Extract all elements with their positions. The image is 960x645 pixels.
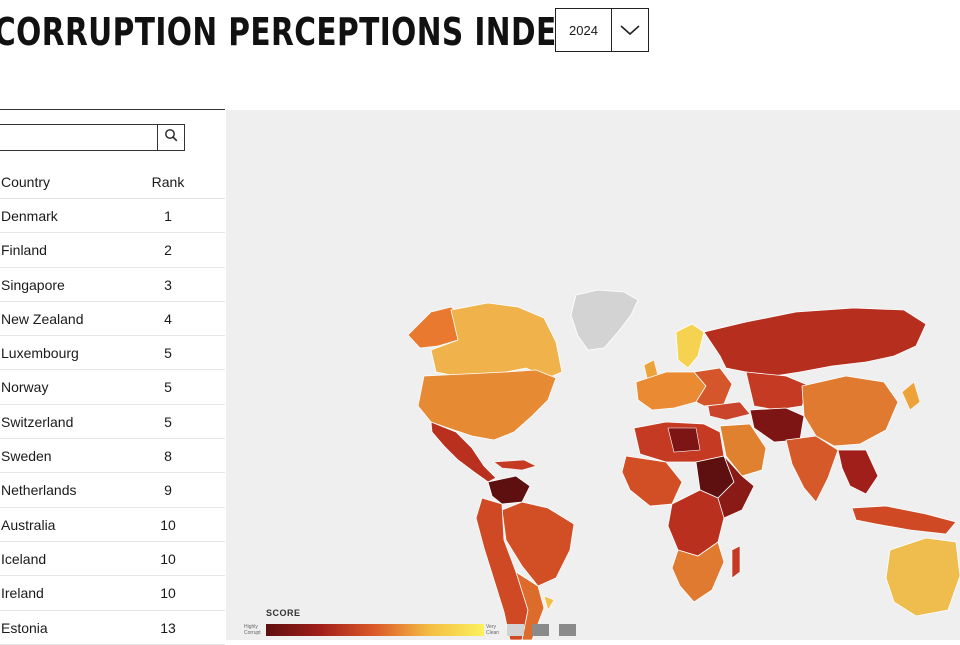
country-rank: 9	[164, 482, 172, 499]
legend-color-scale	[266, 624, 484, 636]
map-region-caribbean	[493, 459, 537, 471]
column-header-rank[interactable]: Rank	[151, 174, 185, 190]
table-row[interactable]: Switzerland 5	[0, 405, 225, 440]
legend-swatch-2	[532, 624, 549, 636]
map-region-turkey	[707, 401, 751, 421]
country-name: Sweden	[1, 448, 52, 465]
country-rank: 10	[160, 585, 176, 602]
column-header-country[interactable]: Country	[1, 174, 51, 190]
table-row[interactable]: Luxembourg 5	[0, 336, 225, 371]
map-region-scandinavia	[675, 323, 705, 369]
map-region-uruguay	[543, 595, 555, 611]
map-region-indonesia	[851, 505, 957, 535]
legend-no-data-swatch	[507, 624, 524, 636]
chevron-down-icon[interactable]	[612, 9, 648, 51]
search-button[interactable]	[157, 124, 185, 151]
search-input[interactable]	[0, 124, 158, 151]
map-region-madagascar	[731, 545, 741, 579]
panel-divider	[0, 109, 225, 110]
table-row[interactable]: Sweden 8	[0, 439, 225, 474]
country-rank: 5	[164, 413, 172, 430]
country-rank: 3	[164, 276, 172, 293]
ranking-table: Denmark 1 Finland 2 Singapore 3 New Zealand 4 Lu…	[0, 199, 225, 645]
map-region-andes	[475, 497, 529, 640]
table-row[interactable]: Denmark 1	[0, 199, 225, 234]
country-rank: 1	[164, 208, 172, 224]
map-svg[interactable]: SCORE	[226, 110, 960, 640]
country-name: Switzerland	[1, 413, 74, 430]
year-value: 2024	[556, 9, 612, 51]
map-region-china	[801, 375, 899, 447]
country-name: Denmark	[1, 208, 58, 224]
map-region-australia	[885, 537, 960, 617]
country-rank: 10	[160, 550, 176, 567]
map-region-west-africa	[621, 455, 683, 507]
map-region-venezuela	[487, 475, 531, 505]
map-region-arabia	[719, 423, 767, 477]
legend-low-label: Highly Corrupt	[244, 624, 261, 636]
legend-title: SCORE	[266, 608, 301, 618]
legend-swatch-3	[559, 624, 576, 636]
table-row[interactable]: New Zealand 4	[0, 302, 225, 337]
country-rank: 10	[160, 516, 176, 533]
table-row[interactable]: Singapore 3	[0, 268, 225, 302]
map-region-greenland	[570, 289, 639, 351]
map-region-korea-japan	[901, 381, 921, 411]
map-region-horn-africa	[715, 455, 755, 519]
table-row[interactable]: Finland 2	[0, 233, 225, 268]
table-row[interactable]: Norway 5	[0, 370, 225, 405]
country-rank: 5	[164, 379, 172, 396]
map-region-russia	[703, 307, 927, 377]
country-name: Estonia	[1, 619, 48, 636]
country-name: Singapore	[1, 276, 65, 293]
table-row[interactable]: Iceland 10	[0, 542, 225, 577]
map-region-libya	[667, 427, 701, 453]
table-row[interactable]: Netherlands 9	[0, 473, 225, 508]
country-name: Norway	[1, 379, 49, 396]
table-row[interactable]: Australia 10	[0, 508, 225, 542]
country-name: Finland	[1, 242, 47, 259]
country-name: Luxembourg	[1, 345, 79, 362]
country-rank: 8	[164, 448, 172, 465]
country-rank: 5	[164, 345, 172, 362]
country-rank: 2	[164, 242, 172, 259]
country-name: Netherlands	[1, 482, 77, 499]
legend-high-label: Very Clean	[486, 624, 500, 636]
country-name: Australia	[1, 516, 56, 533]
country-rank: 4	[164, 310, 172, 327]
map-region-southern-africa	[671, 541, 725, 603]
country-rank: 13	[160, 619, 176, 636]
table-row[interactable]: Ireland 10	[0, 576, 225, 611]
world-map[interactable]: SCORE Highly Corrupt Very Clean	[226, 110, 960, 640]
map-region-argentina	[515, 571, 545, 640]
page-title: CORRUPTION PERCEPTIONS INDEX	[0, 10, 580, 54]
search-icon	[164, 128, 178, 147]
map-region-india	[785, 435, 839, 503]
map-region-canada	[430, 302, 563, 379]
table-header: Country Rank	[0, 165, 225, 199]
map-region-brazil	[501, 501, 575, 587]
country-name: Ireland	[1, 585, 44, 602]
country-name: New Zealand	[1, 310, 84, 327]
map-region-western-europe	[635, 371, 707, 411]
country-name: Iceland	[1, 550, 47, 567]
year-dropdown[interactable]: 2024	[555, 8, 649, 52]
map-region-central-asia	[745, 371, 811, 411]
map-region-southeast-asia	[837, 449, 879, 495]
